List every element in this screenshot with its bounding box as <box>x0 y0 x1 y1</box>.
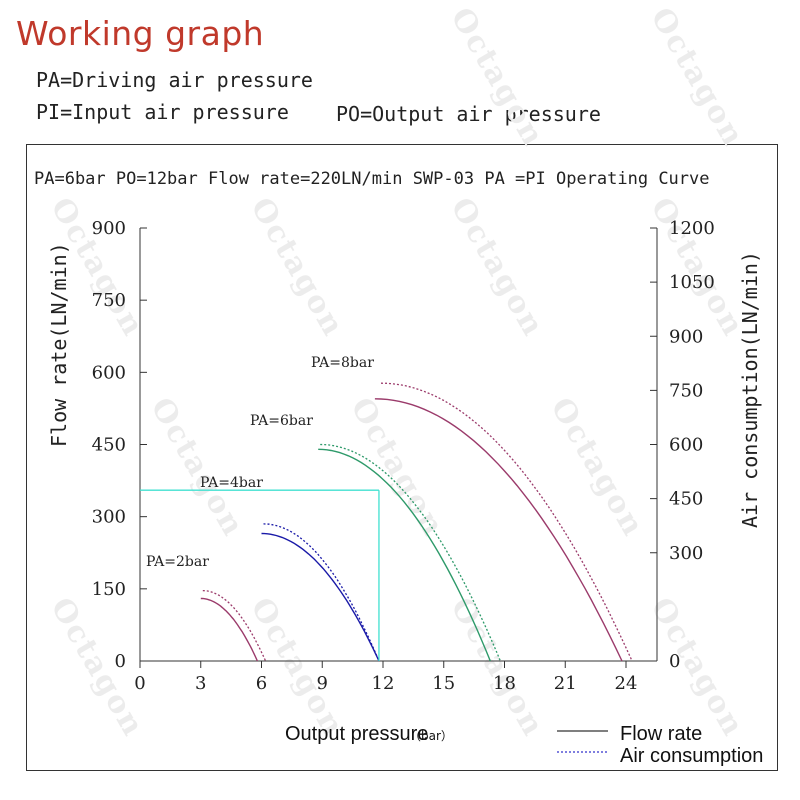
flow-curve-3 <box>374 398 623 662</box>
x-tick-label: 9 <box>317 673 328 694</box>
y-right-tick-label: 0 <box>669 651 680 672</box>
y-left-tick-label: 900 <box>92 218 126 239</box>
y-right-tick-label: 1050 <box>669 272 715 293</box>
x-tick-label: 3 <box>195 673 206 694</box>
y-right-tick-label: 600 <box>669 435 703 456</box>
y-right-tick-label: 900 <box>669 326 703 347</box>
x-axis-label-unit: （bar） <box>409 729 453 743</box>
x-tick-label: 24 <box>615 673 638 694</box>
y-right-tick-label: 1200 <box>669 218 715 239</box>
series-label-3: PA=8bar <box>311 355 374 371</box>
air-curve-3 <box>380 382 633 662</box>
x-tick-label: 18 <box>493 673 516 694</box>
definition-po: PO=Output air pressure <box>336 102 601 126</box>
y-right-tick-label: 300 <box>669 543 703 564</box>
legend-flow-label: Flow rate <box>620 723 702 745</box>
air-curve-0 <box>202 589 267 662</box>
chart-frame <box>26 144 778 771</box>
legend-air-label: Air consumption <box>620 745 763 767</box>
series-label-1: PA=4bar <box>200 475 263 491</box>
chart-title: PA=6bar PO=12bar Flow rate=220LN/min SWP… <box>34 169 710 189</box>
air-curve-1 <box>263 523 380 662</box>
y-left-tick-label: 750 <box>92 290 126 311</box>
flow-curve-2 <box>318 448 491 662</box>
y-left-tick-label: 0 <box>115 651 126 672</box>
x-axis-label: Output pressure <box>285 723 428 745</box>
x-tick-label: 6 <box>256 673 267 694</box>
flow-curve-0 <box>200 597 259 662</box>
flow-curve-1 <box>261 532 380 662</box>
series-label-0: PA=2bar <box>146 554 209 570</box>
y-left-tick-label: 150 <box>92 579 126 600</box>
series-label-2: PA=6bar <box>250 413 313 429</box>
x-tick-label: 0 <box>134 673 145 694</box>
y-axis-left-label: Flow rate(LN/min) <box>47 242 71 447</box>
definition-pi: PI=Input air pressure <box>36 100 289 124</box>
y-axis-right-label: Air consumption(LN/min) <box>738 251 762 528</box>
y-right-tick-label: 450 <box>669 489 703 510</box>
air-curve-2 <box>320 443 501 662</box>
x-tick-label: 12 <box>372 673 395 694</box>
y-right-tick-label: 750 <box>669 380 703 401</box>
x-tick-label: 21 <box>554 673 577 694</box>
y-left-tick-label: 300 <box>92 507 126 528</box>
page-title: Working graph <box>16 14 265 53</box>
y-left-tick-label: 600 <box>92 362 126 383</box>
definition-pa: PA=Driving air pressure <box>36 68 313 92</box>
y-left-tick-label: 450 <box>92 435 126 456</box>
x-tick-label: 15 <box>432 673 455 694</box>
